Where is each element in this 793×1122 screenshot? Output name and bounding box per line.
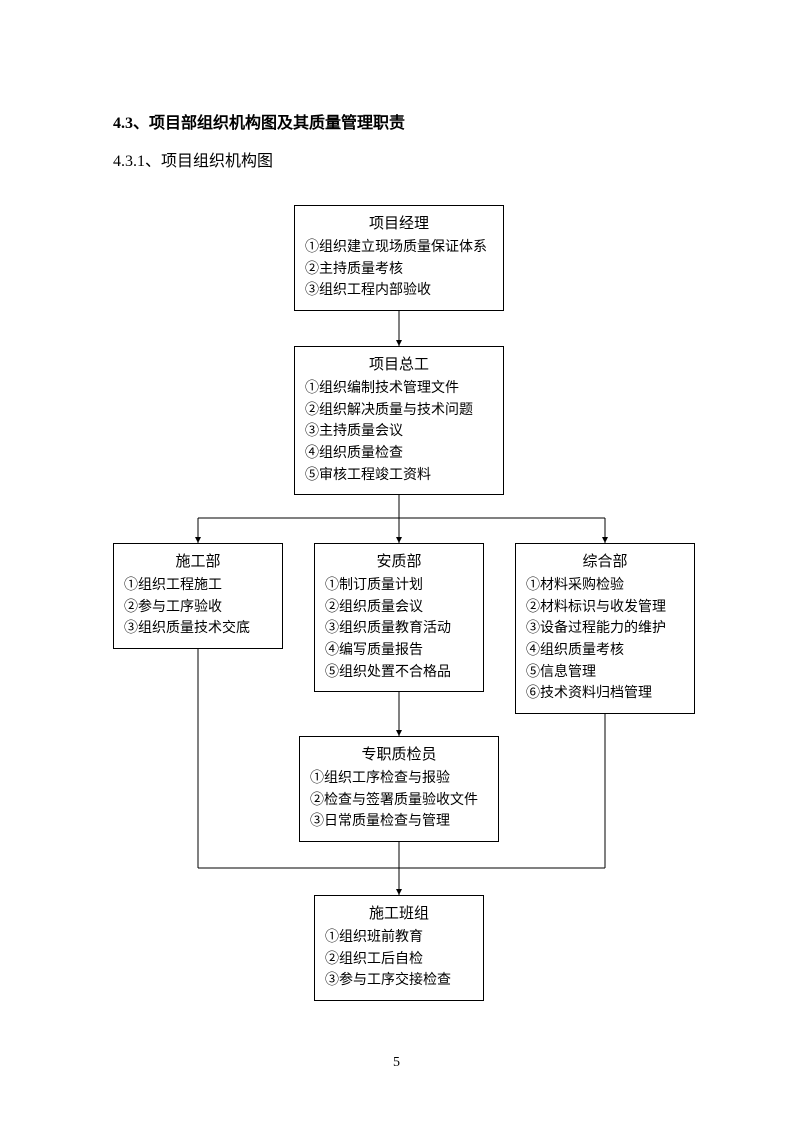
node-items: ①组织建立现场质量保证体系 ②主持质量考核 ③组织工程内部验收 — [305, 237, 493, 302]
node-title: 项目经理 — [305, 212, 493, 233]
list-item: ②检查与签署质量验收文件 — [310, 790, 488, 812]
list-item: ⑤信息管理 — [526, 662, 684, 684]
list-item: ③组织工程内部验收 — [305, 280, 493, 302]
list-item: ②主持质量考核 — [305, 259, 493, 281]
list-item: ①组织工程施工 — [124, 575, 272, 597]
list-item: ②组织质量会议 — [325, 597, 473, 619]
list-item: ③组织质量教育活动 — [325, 618, 473, 640]
list-item: ③主持质量会议 — [305, 421, 493, 443]
node-construction-team: 施工班组 ①组织班前教育 ②组织工后自检 ③参与工序交接检查 — [314, 895, 484, 1001]
node-title: 施工部 — [124, 550, 272, 571]
list-item: ①组织班前教育 — [325, 927, 473, 949]
page: 4.3、项目部组织机构图及其质量管理职责 4.3.1、项目组织机构图 — [0, 0, 793, 1122]
node-items: ①组织编制技术管理文件 ②组织解决质量与技术问题 ③主持质量会议 ④组织质量检查… — [305, 378, 493, 486]
list-item: ②组织工后自检 — [325, 949, 473, 971]
node-title: 安质部 — [325, 550, 473, 571]
list-item: ⑥技术资料归档管理 — [526, 683, 684, 705]
node-project-manager: 项目经理 ①组织建立现场质量保证体系 ②主持质量考核 ③组织工程内部验收 — [294, 205, 504, 311]
list-item: ①组织工序检查与报验 — [310, 768, 488, 790]
node-title: 项目总工 — [305, 353, 493, 374]
node-title: 专职质检员 — [310, 743, 488, 764]
node-items: ①组织工序检查与报验 ②检查与签署质量验收文件 ③日常质量检查与管理 — [310, 768, 488, 833]
list-item: ⑤审核工程竣工资料 — [305, 465, 493, 487]
list-item: ①组织编制技术管理文件 — [305, 378, 493, 400]
list-item: ①组织建立现场质量保证体系 — [305, 237, 493, 259]
page-number: 5 — [0, 1055, 793, 1071]
list-item: ③参与工序交接检查 — [325, 970, 473, 992]
list-item: ①材料采购检验 — [526, 575, 684, 597]
node-chief-engineer: 项目总工 ①组织编制技术管理文件 ②组织解决质量与技术问题 ③主持质量会议 ④组… — [294, 346, 504, 495]
list-item: ④编写质量报告 — [325, 640, 473, 662]
node-title: 综合部 — [526, 550, 684, 571]
node-construction-dept: 施工部 ①组织工程施工 ②参与工序验收 ③组织质量技术交底 — [113, 543, 283, 649]
list-item: ①制订质量计划 — [325, 575, 473, 597]
node-items: ①组织工程施工 ②参与工序验收 ③组织质量技术交底 — [124, 575, 272, 640]
node-quality-inspector: 专职质检员 ①组织工序检查与报验 ②检查与签署质量验收文件 ③日常质量检查与管理 — [299, 736, 499, 842]
list-item: ④组织质量检查 — [305, 443, 493, 465]
node-title: 施工班组 — [325, 902, 473, 923]
list-item: ②组织解决质量与技术问题 — [305, 400, 493, 422]
list-item: ③设备过程能力的维护 — [526, 618, 684, 640]
section-heading: 4.3、项目部组织机构图及其质量管理职责 — [113, 109, 405, 133]
node-items: ①制订质量计划 ②组织质量会议 ③组织质量教育活动 ④编写质量报告 ⑤组织处置不… — [325, 575, 473, 683]
list-item: ③组织质量技术交底 — [124, 618, 272, 640]
node-items: ①组织班前教育 ②组织工后自检 ③参与工序交接检查 — [325, 927, 473, 992]
list-item: ④组织质量考核 — [526, 640, 684, 662]
node-items: ①材料采购检验 ②材料标识与收发管理 ③设备过程能力的维护 ④组织质量考核 ⑤信… — [526, 575, 684, 705]
list-item: ⑤组织处置不合格品 — [325, 662, 473, 684]
node-general-dept: 综合部 ①材料采购检验 ②材料标识与收发管理 ③设备过程能力的维护 ④组织质量考… — [515, 543, 695, 714]
list-item: ②材料标识与收发管理 — [526, 597, 684, 619]
list-item: ②参与工序验收 — [124, 597, 272, 619]
list-item: ③日常质量检查与管理 — [310, 811, 488, 833]
node-safety-quality-dept: 安质部 ①制订质量计划 ②组织质量会议 ③组织质量教育活动 ④编写质量报告 ⑤组… — [314, 543, 484, 692]
section-subheading: 4.3.1、项目组织机构图 — [113, 147, 273, 171]
